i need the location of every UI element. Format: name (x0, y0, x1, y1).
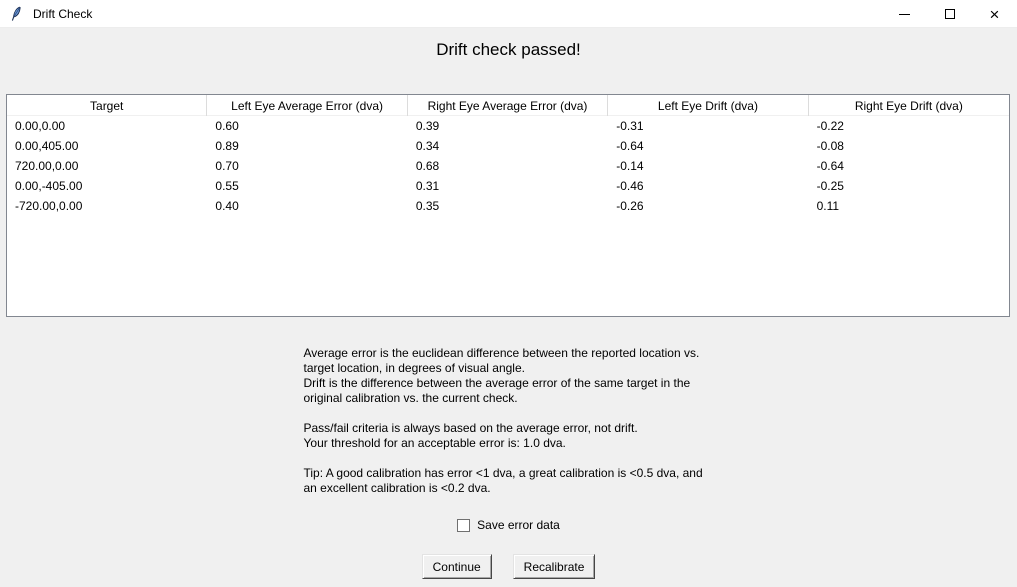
text-line: target location, in degrees of visual an… (303, 361, 525, 375)
text-line: Pass/fail criteria is always based on th… (303, 421, 638, 435)
text-line: Average error is the euclidean differenc… (303, 346, 700, 360)
cell-left-avg-error: 0.60 (215, 119, 239, 133)
explanation-text: Average error is the euclidean differenc… (304, 346, 714, 496)
cell-right-avg-error: 0.34 (415, 139, 440, 153)
title-bar: Drift Check × (0, 0, 1017, 28)
cell-right-drift: -0.25 (816, 179, 844, 193)
table-row[interactable]: 720.00,0.00 0.70 0.68 -0.14 -0.64 (7, 156, 1009, 176)
minimize-icon (899, 13, 910, 15)
cell-right-avg-error: 0.39 (415, 119, 440, 133)
cell-left-drift: -0.26 (616, 199, 644, 213)
text-line: Your threshold for an acceptable error i… (303, 436, 566, 450)
action-buttons: Continue Recalibrate (0, 554, 1017, 579)
cell-right-drift: -0.64 (816, 159, 844, 173)
explanation-paragraph: Tip: A good calibration has error <1 dva… (304, 466, 714, 496)
cell-left-avg-error: 0.89 (215, 139, 239, 153)
cell-left-drift: -0.31 (616, 119, 644, 133)
table-row[interactable]: 0.00,405.00 0.89 0.34 -0.64 -0.08 (7, 136, 1009, 156)
save-error-data-label: Save error data (477, 518, 560, 532)
cell-target: 0.00,-405.00 (15, 179, 83, 193)
continue-button[interactable]: Continue (421, 554, 492, 579)
column-header-target[interactable]: Target (7, 95, 208, 116)
cell-right-avg-error: 0.31 (415, 179, 440, 193)
maximize-button[interactable] (927, 0, 972, 28)
text-line: an excellent calibration is <0.2 dva. (303, 481, 491, 495)
cell-left-avg-error: 0.40 (215, 199, 239, 213)
maximize-icon (944, 9, 955, 19)
cell-right-drift: -0.08 (816, 139, 844, 153)
text-line: Tip: A good calibration has error <1 dva… (303, 466, 703, 480)
close-icon: × (989, 4, 1000, 24)
cell-right-drift: 0.11 (816, 199, 840, 213)
cell-left-drift: -0.14 (616, 159, 644, 173)
column-header-right-avg-error[interactable]: Right Eye Average Error (dva) (408, 95, 609, 116)
text-line: original calibration vs. the current che… (303, 391, 518, 405)
cell-target: 0.00,0.00 (15, 119, 66, 133)
table-header-row: Target Left Eye Average Error (dva) Righ… (7, 95, 1009, 116)
cell-target: -720.00,0.00 (15, 199, 83, 213)
explanation-paragraph: Pass/fail criteria is always based on th… (304, 421, 714, 451)
explanation-paragraph: Average error is the euclidean differenc… (304, 346, 714, 406)
cell-target: 0.00,405.00 (15, 139, 79, 153)
column-header-left-avg-error[interactable]: Left Eye Average Error (dva) (207, 95, 408, 116)
column-header-right-drift[interactable]: Right Eye Drift (dva) (854, 98, 963, 113)
cell-left-avg-error: 0.70 (215, 159, 239, 173)
table-row[interactable]: -720.00,0.00 0.40 0.35 -0.26 0.11 (7, 196, 1009, 216)
drift-results-table: Target Left Eye Average Error (dva) Righ… (6, 94, 1010, 317)
cell-right-drift: -0.22 (816, 119, 844, 133)
window-controls: × (882, 0, 1017, 28)
result-heading: Drift check passed! (436, 40, 581, 59)
save-error-data-row: Save error data (0, 518, 1017, 532)
text-line: Drift is the difference between the aver… (303, 376, 691, 390)
cell-right-avg-error: 0.35 (415, 199, 440, 213)
cell-target: 720.00,0.00 (15, 159, 79, 173)
tk-feather-icon (9, 6, 25, 22)
column-header-left-drift[interactable]: Left Eye Drift (dva) (608, 95, 809, 116)
cell-right-avg-error: 0.68 (415, 159, 440, 173)
window-title: Drift Check (33, 6, 93, 21)
cell-left-drift: -0.46 (616, 179, 644, 193)
minimize-button[interactable] (882, 0, 927, 28)
recalibrate-button[interactable]: Recalibrate (512, 554, 596, 579)
cell-left-avg-error: 0.55 (215, 179, 239, 193)
table-body: 0.00,0.00 0.60 0.39 -0.31 -0.22 0.00,405… (7, 116, 1009, 216)
save-error-data-checkbox[interactable] (457, 518, 471, 532)
close-button[interactable]: × (972, 0, 1017, 28)
cell-left-drift: -0.64 (616, 139, 644, 153)
table-row[interactable]: 0.00,-405.00 0.55 0.31 -0.46 -0.25 (7, 176, 1009, 196)
table-row[interactable]: 0.00,0.00 0.60 0.39 -0.31 -0.22 (7, 116, 1009, 136)
